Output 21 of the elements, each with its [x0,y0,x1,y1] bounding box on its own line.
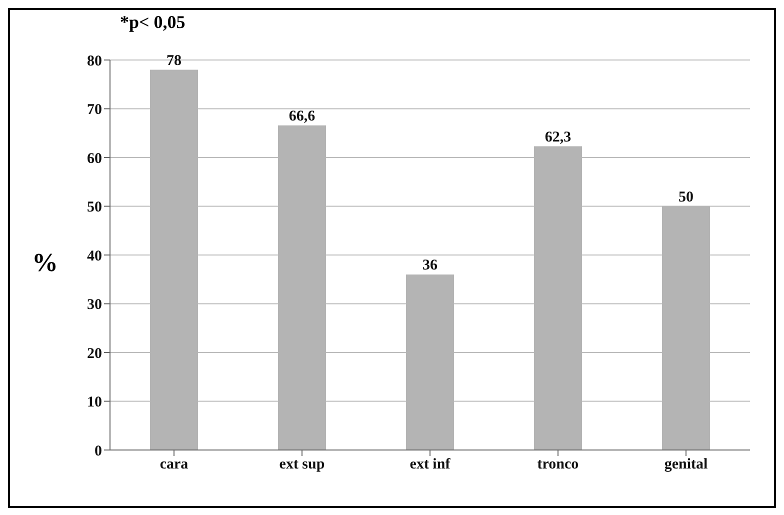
y-tick-label: 20 [87,346,102,362]
y-tick-label: 80 [87,53,102,70]
x-tick-label: genital [664,456,708,473]
y-tick-label: 50 [87,200,102,216]
x-tick-label: cara [160,456,189,473]
data-label: 62,3 [544,129,572,146]
x-tick-label: ext inf [410,456,452,473]
data-label: 36 [422,258,438,274]
y-tick-label: 60 [87,150,102,167]
y-tick-label: 0 [94,443,102,460]
y-axis-title: % [32,248,58,278]
y-tick-label: 10 [87,394,102,411]
data-label: 50 [678,189,694,206]
y-tick-label: 40 [87,248,102,264]
data-label: 66,6 [288,108,316,124]
text: *p< 0,05 [120,12,186,33]
y-tick-label: 70 [87,102,102,118]
data-label: 78 [166,52,182,69]
x-tick-label: tronco [537,456,579,473]
y-tick-label: 30 [87,297,102,314]
x-tick-label: ext sup [279,456,325,473]
